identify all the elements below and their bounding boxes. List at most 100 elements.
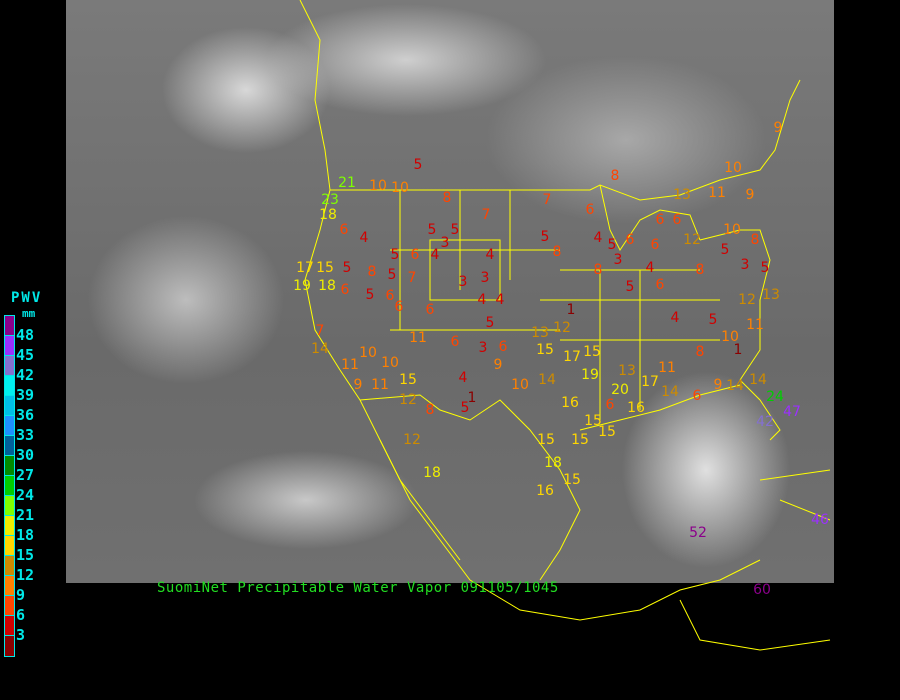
station-value: 18 bbox=[544, 455, 562, 471]
station-value: 15 bbox=[316, 260, 334, 276]
station-value: 14 bbox=[538, 372, 556, 388]
station-value: 4 bbox=[477, 292, 487, 308]
legend-swatch bbox=[5, 416, 14, 436]
legend-swatch bbox=[5, 496, 14, 516]
station-value: 42 bbox=[756, 414, 774, 430]
station-value: 4 bbox=[495, 292, 505, 308]
border-line bbox=[759, 469, 831, 521]
station-value: 15 bbox=[583, 344, 601, 360]
legend-label: 6 bbox=[16, 606, 26, 624]
station-value: 13 bbox=[762, 287, 780, 303]
station-value: 8 bbox=[695, 262, 705, 278]
station-value: 5 bbox=[625, 279, 635, 295]
station-value: 11 bbox=[746, 317, 764, 333]
legend-label: 3 bbox=[16, 626, 26, 644]
station-value: 4 bbox=[430, 247, 440, 263]
station-value: 19 bbox=[293, 278, 311, 294]
station-value: 6 bbox=[655, 277, 665, 293]
station-value: 3 bbox=[613, 252, 623, 268]
station-value: 8 bbox=[695, 344, 705, 360]
station-value: 9 bbox=[493, 357, 503, 373]
border-line bbox=[330, 79, 801, 201]
station-value: 6 bbox=[605, 397, 615, 413]
station-value: 46 bbox=[811, 512, 829, 528]
station-value: 12 bbox=[683, 232, 701, 248]
station-value: 8 bbox=[593, 262, 603, 278]
station-value: 4 bbox=[670, 310, 680, 326]
station-value: 5 bbox=[540, 229, 550, 245]
station-value: 18 bbox=[318, 278, 336, 294]
station-value: 12 bbox=[738, 292, 756, 308]
station-value: 18 bbox=[319, 207, 337, 223]
station-value: 6 bbox=[410, 247, 420, 263]
station-value: 16 bbox=[561, 395, 579, 411]
legend-swatch bbox=[5, 596, 14, 616]
station-value: 3 bbox=[478, 340, 488, 356]
station-value: 4 bbox=[645, 260, 655, 276]
station-value: 6 bbox=[498, 339, 508, 355]
station-value: 5 bbox=[720, 242, 730, 258]
station-value: 9 bbox=[745, 187, 755, 203]
station-value: 10 bbox=[721, 329, 739, 345]
station-value: 6 bbox=[425, 302, 435, 318]
station-value: 7 bbox=[542, 192, 552, 208]
legend-label: 30 bbox=[16, 446, 35, 464]
legend-swatch bbox=[5, 616, 14, 636]
station-value: 11 bbox=[708, 185, 726, 201]
station-value: 4 bbox=[593, 230, 603, 246]
station-value: 9 bbox=[353, 377, 363, 393]
legend-swatch bbox=[5, 356, 14, 376]
station-value: 6 bbox=[394, 299, 404, 315]
station-value: 5 bbox=[342, 260, 352, 276]
station-value: 5 bbox=[390, 247, 400, 263]
station-value: 1 bbox=[733, 342, 743, 358]
border-line bbox=[579, 384, 741, 431]
legend-label: 12 bbox=[16, 566, 35, 584]
legend-swatch bbox=[5, 376, 14, 396]
station-value: 6 bbox=[450, 334, 460, 350]
station-value: 5 bbox=[485, 315, 495, 331]
legend-swatch bbox=[5, 436, 14, 456]
station-value: 9 bbox=[713, 377, 723, 393]
station-value: 5 bbox=[387, 267, 397, 283]
station-value: 17 bbox=[296, 260, 314, 276]
legend-label: 24 bbox=[16, 486, 35, 504]
legend-title: PWV bbox=[11, 290, 43, 306]
station-value: 8 bbox=[610, 168, 620, 184]
station-value: 6 bbox=[625, 232, 635, 248]
station-value: 47 bbox=[783, 404, 801, 420]
legend-swatch bbox=[5, 516, 14, 536]
station-value: 8 bbox=[425, 402, 435, 418]
legend-label: 21 bbox=[16, 506, 35, 524]
station-value: 16 bbox=[536, 483, 554, 499]
legend-swatch bbox=[5, 336, 14, 356]
legend-label: 9 bbox=[16, 586, 26, 604]
station-value: 24 bbox=[766, 389, 784, 405]
station-value: 12 bbox=[403, 432, 421, 448]
legend-label: 18 bbox=[16, 526, 35, 544]
station-value: 6 bbox=[340, 282, 350, 298]
station-value: 5 bbox=[760, 260, 770, 276]
satellite-map bbox=[66, 0, 834, 583]
station-value: 14 bbox=[726, 378, 744, 394]
legend-swatch bbox=[5, 456, 14, 476]
legend-label: 15 bbox=[16, 546, 35, 564]
station-value: 17 bbox=[641, 374, 659, 390]
station-value: 14 bbox=[311, 341, 329, 357]
border-line bbox=[679, 599, 831, 651]
legend-swatch bbox=[5, 536, 14, 556]
legend-swatch bbox=[5, 556, 14, 576]
station-value: 14 bbox=[749, 372, 767, 388]
station-value: 10 bbox=[359, 345, 377, 361]
station-value: 10 bbox=[723, 222, 741, 238]
station-value: 6 bbox=[655, 212, 665, 228]
station-value: 5 bbox=[427, 222, 437, 238]
station-value: 52 bbox=[689, 525, 707, 541]
map-caption: SuomiNet Precipitable Water Vapor 091105… bbox=[157, 580, 559, 596]
legend-label: 48 bbox=[16, 326, 35, 344]
station-value: 3 bbox=[740, 257, 750, 273]
station-value: 15 bbox=[571, 432, 589, 448]
station-value: 6 bbox=[650, 237, 660, 253]
station-value: 10 bbox=[369, 178, 387, 194]
station-value: 13 bbox=[673, 187, 691, 203]
